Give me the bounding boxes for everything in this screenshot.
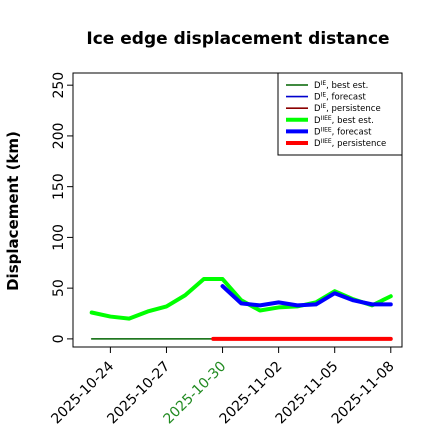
legend-sup: IE	[321, 80, 327, 87]
chart-title: Ice edge displacement distance	[86, 29, 389, 49]
legend-sup: IE	[321, 103, 327, 110]
legend-base: D	[314, 139, 321, 149]
legend-label: , forecast	[332, 127, 372, 137]
y-tick-label: 200	[51, 123, 67, 150]
legend-sup: IIEE	[321, 115, 332, 122]
series-line-4	[220, 284, 393, 308]
legend-entry: DIE, best est.	[314, 80, 368, 91]
legend-label: , persistence	[326, 104, 381, 114]
legend-base: D	[314, 116, 321, 126]
y-tick-label: 50	[51, 279, 67, 297]
legend-label: , best est.	[326, 81, 368, 91]
plot-frame	[72, 72, 403, 348]
legend-sup: IE	[321, 92, 327, 99]
legend-entry: DIE, forecast	[314, 92, 367, 103]
legend-base: D	[314, 104, 321, 114]
legend-base: D	[314, 127, 321, 137]
legend-base: D	[314, 81, 321, 91]
y-tick-label: 0	[51, 334, 67, 343]
y-tick-label: 250	[51, 72, 67, 99]
legend-label: , persistence	[332, 139, 387, 149]
series-layer	[89, 277, 393, 341]
legend-entry: DIIEE, best est.	[314, 115, 374, 126]
y-axis-label: Displacement (km)	[4, 131, 22, 291]
legend-entry: DIIEE, persistence	[314, 138, 386, 149]
legend-sup: IIEE	[321, 126, 332, 133]
legend-label: , best est.	[332, 116, 374, 126]
legend-entry: DIIEE, forecast	[314, 126, 372, 137]
y-tick-label: 100	[51, 224, 67, 251]
legend-entry: DIE, persistence	[314, 103, 381, 114]
legend-sup: IIEE	[321, 138, 332, 145]
legend-label: , forecast	[326, 93, 366, 103]
legend-base: D	[314, 93, 321, 103]
y-tick-label: 150	[51, 173, 67, 200]
